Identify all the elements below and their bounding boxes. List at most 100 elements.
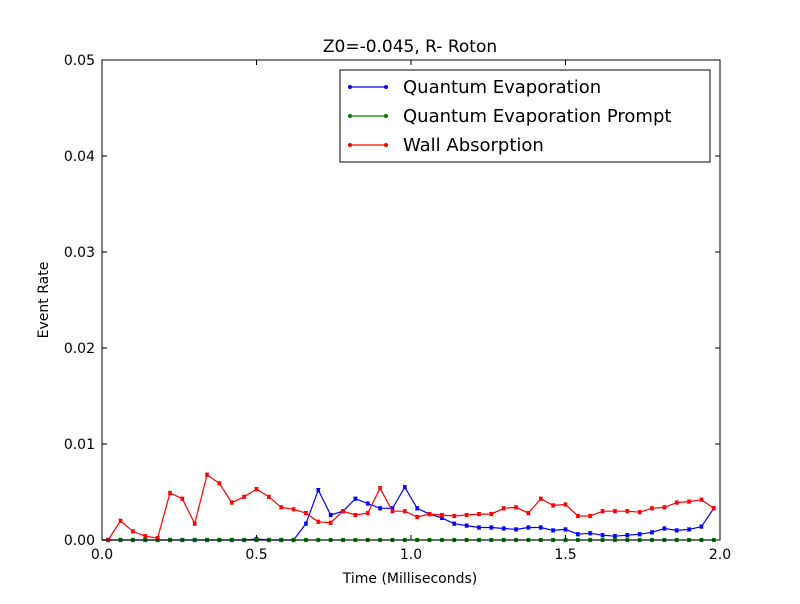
data-point xyxy=(328,520,333,525)
data-point xyxy=(229,500,234,505)
data-point xyxy=(699,524,704,529)
legend-marker xyxy=(348,114,352,118)
data-point xyxy=(291,507,296,512)
data-point xyxy=(353,513,358,517)
data-point xyxy=(452,514,457,518)
legend-box xyxy=(339,69,711,163)
data-point xyxy=(501,506,506,511)
data-point xyxy=(155,536,160,540)
data-point xyxy=(131,529,135,534)
data-point xyxy=(674,500,679,505)
series-line-quantum-evaporation xyxy=(102,486,715,541)
data-point xyxy=(625,533,630,537)
data-point xyxy=(489,525,494,530)
data-point xyxy=(637,532,642,537)
data-point xyxy=(217,481,222,486)
y-tick-label: 0.03 xyxy=(64,245,95,261)
data-point xyxy=(316,488,321,492)
data-point xyxy=(551,503,555,508)
data-point xyxy=(452,521,457,526)
data-point xyxy=(205,472,209,477)
data-point xyxy=(316,519,321,524)
plot-frame xyxy=(101,59,721,541)
data-point xyxy=(118,519,123,523)
data-point xyxy=(279,505,284,510)
data-point xyxy=(415,515,419,519)
data-point xyxy=(650,506,654,511)
legend-marker xyxy=(348,143,352,147)
data-point xyxy=(304,521,308,526)
legend-label: Wall Absorption xyxy=(403,135,544,156)
data-point xyxy=(613,534,617,538)
data-point xyxy=(415,506,419,511)
data-point xyxy=(687,527,691,532)
data-point xyxy=(304,511,308,515)
data-point xyxy=(180,496,185,501)
data-point xyxy=(613,509,617,513)
data-point xyxy=(328,513,333,517)
y-tick-label: 0.01 xyxy=(64,437,95,453)
data-point xyxy=(501,526,506,531)
data-point xyxy=(365,501,370,506)
x-tick-label: 2.0 xyxy=(709,547,731,563)
data-point xyxy=(526,525,531,530)
data-point xyxy=(712,506,716,511)
data-point xyxy=(365,511,370,515)
y-tick-label: 0.00 xyxy=(64,533,95,549)
data-point xyxy=(650,530,654,535)
data-point xyxy=(699,497,704,502)
data-point xyxy=(464,523,469,528)
data-point xyxy=(341,509,345,513)
data-point xyxy=(687,499,691,504)
data-point xyxy=(674,528,679,533)
data-point xyxy=(563,527,568,532)
legend-marker xyxy=(384,85,388,89)
legend-marker xyxy=(384,114,388,118)
data-point xyxy=(576,514,580,518)
x-tick-label: 1.5 xyxy=(554,547,576,563)
y-tick-label: 0.04 xyxy=(64,149,95,165)
data-point xyxy=(662,505,667,510)
data-point xyxy=(662,526,667,531)
x-tick-label: 1.0 xyxy=(400,547,422,563)
y-axis-label: Event Rate xyxy=(36,262,52,339)
data-point xyxy=(254,487,259,491)
x-axis-label: Time (Milliseconds) xyxy=(342,571,478,587)
data-point xyxy=(427,512,432,516)
data-point xyxy=(538,525,543,530)
x-tick-label: 0.5 xyxy=(245,547,267,563)
x-tick-label: 0.0 xyxy=(91,547,113,563)
data-point xyxy=(576,532,580,537)
data-point xyxy=(378,506,382,511)
data-point xyxy=(514,527,518,532)
data-point xyxy=(637,510,642,514)
legend-label: Quantum Evaporation Prompt xyxy=(403,106,671,127)
data-point xyxy=(514,505,518,510)
data-point xyxy=(168,491,172,495)
data-point xyxy=(538,496,543,501)
ticks-layer: 0.0 0.5 1.0 1.5 2.0 0.00 0.01 0.02 0.03 0.04 0.05 xyxy=(64,53,731,563)
data-point xyxy=(242,495,246,499)
data-point xyxy=(526,511,531,515)
data-point xyxy=(353,496,358,501)
data-point xyxy=(600,509,605,513)
legend-label: Quantum Evaporation xyxy=(403,77,601,98)
data-point xyxy=(477,525,481,530)
legend-marker xyxy=(348,85,352,89)
data-point xyxy=(390,509,395,513)
data-point xyxy=(588,531,593,536)
data-point xyxy=(625,509,630,513)
data-point xyxy=(378,486,382,490)
series-line-wall-absorption xyxy=(102,473,715,541)
legend: Quantum Evaporation Quantum Evaporation P… xyxy=(339,69,711,163)
data-point xyxy=(440,513,444,517)
chart-title: Z0=-0.045, R- Roton xyxy=(323,37,497,57)
data-point xyxy=(489,512,494,516)
data-point xyxy=(600,533,605,537)
data-point xyxy=(464,513,469,517)
y-tick-label: 0.02 xyxy=(64,341,95,357)
data-point xyxy=(403,509,407,513)
series-layer xyxy=(102,472,716,543)
